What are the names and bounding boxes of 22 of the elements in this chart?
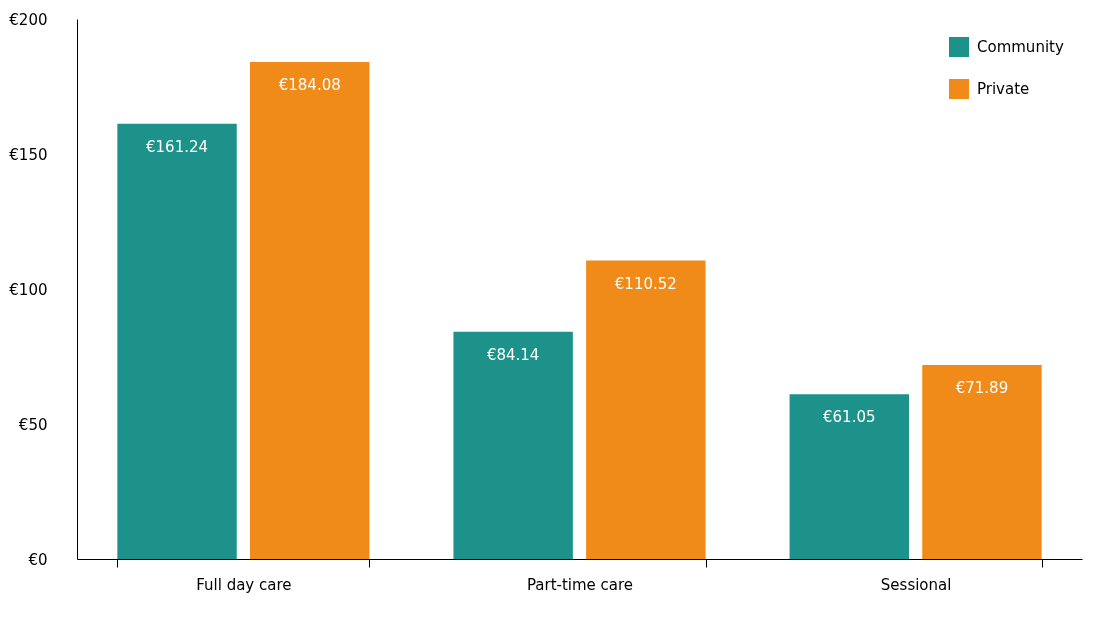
bar	[586, 260, 706, 559]
data-label: €71.89	[955, 378, 1009, 397]
bar	[117, 123, 237, 559]
x-tick-label: Full day care	[196, 575, 292, 594]
y-tick-label: €200	[9, 10, 48, 29]
x-tick-label: Sessional	[880, 575, 952, 594]
legend-label: Private	[977, 80, 1030, 98]
data-label: €184.08	[278, 75, 341, 94]
y-tick-label: €50	[18, 415, 48, 434]
data-label: €161.24	[146, 137, 209, 156]
data-label: €84.14	[486, 345, 540, 364]
bar	[453, 331, 573, 559]
legend-label: Community	[977, 38, 1064, 56]
data-label: €61.05	[823, 408, 876, 427]
bar	[250, 61, 370, 559]
y-tick-label: €100	[9, 280, 48, 299]
data-label: €110.52	[614, 274, 677, 293]
bar	[922, 364, 1042, 559]
x-tick-label: Part-time care	[526, 575, 634, 594]
y-tick-label: €0	[28, 550, 48, 569]
y-tick-label: €150	[9, 145, 48, 164]
bar	[789, 394, 909, 559]
